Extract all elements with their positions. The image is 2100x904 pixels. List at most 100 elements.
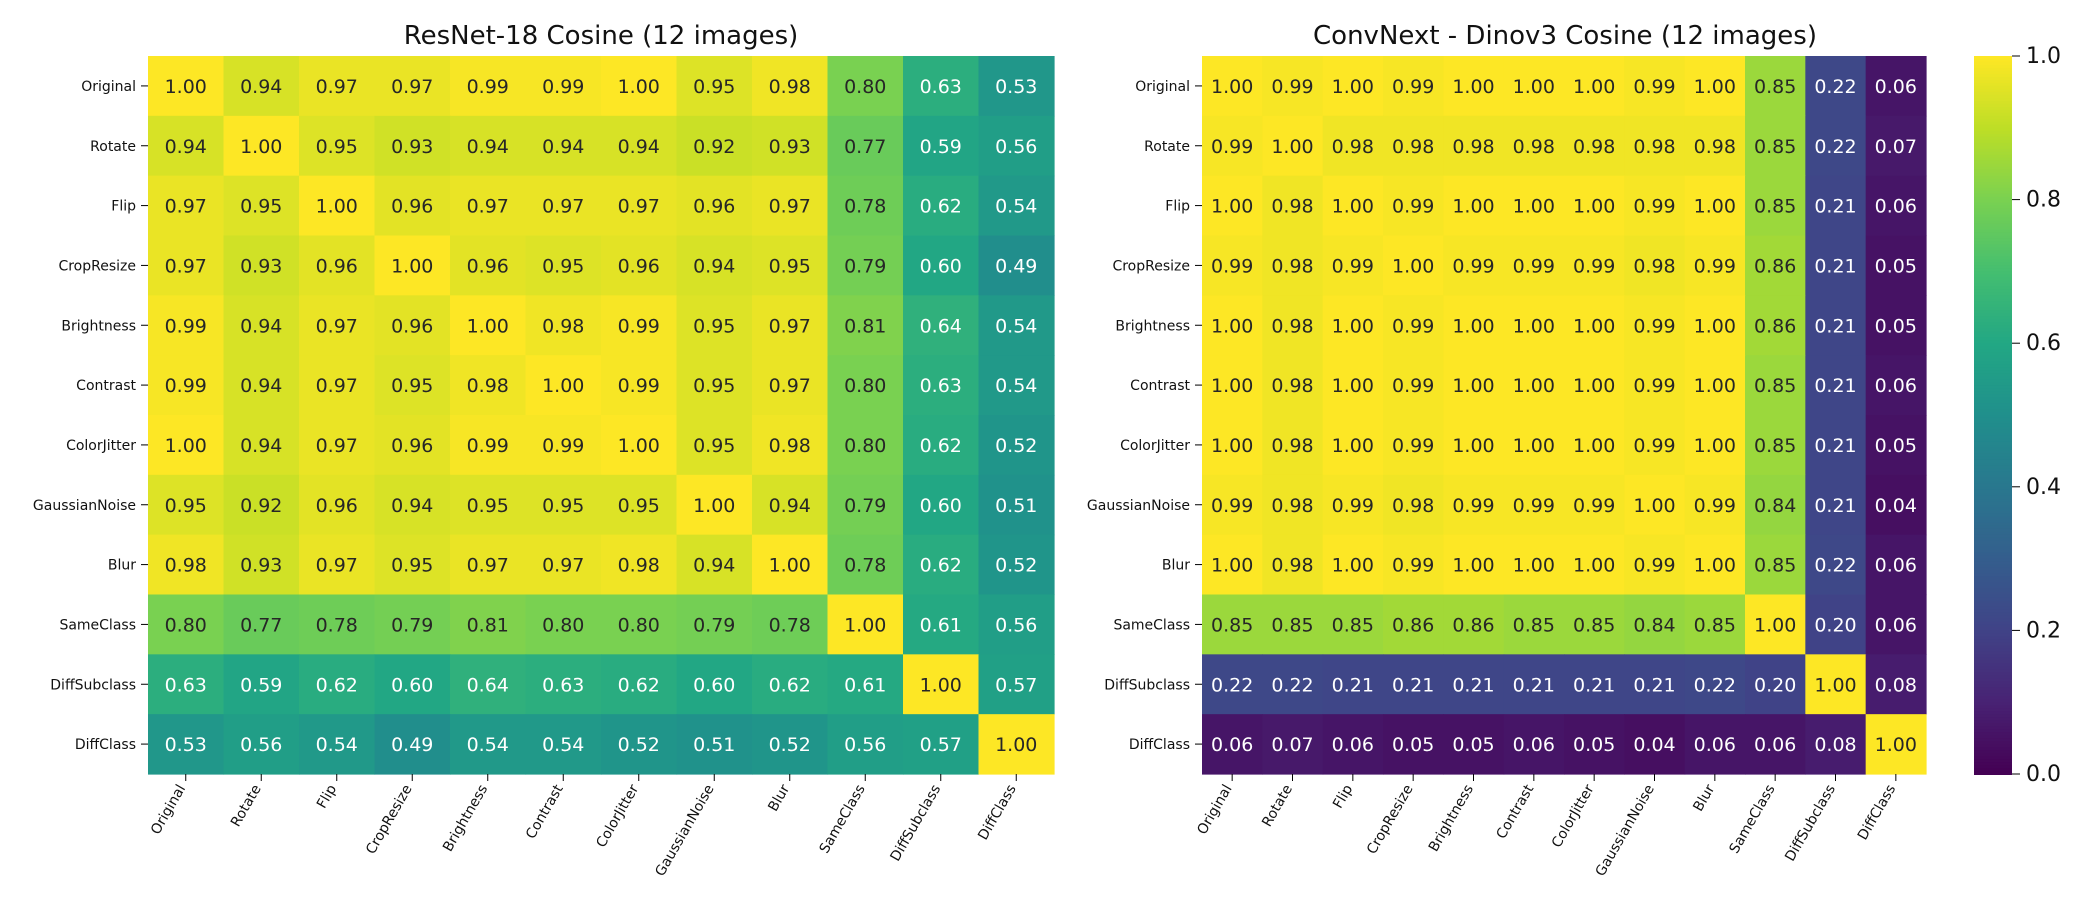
right-cell-blur-blur	[1684, 534, 1746, 596]
left-cell-diffclass-flip	[299, 714, 376, 775]
left-cell-gaussiannoise-gaussiannoise	[676, 474, 753, 536]
left-cell-rotate-cropresize	[374, 115, 451, 177]
left-cell-diffclass-sameclass	[827, 714, 904, 775]
right-cell-label-flip-gaussiannoise: 0.99	[1633, 196, 1675, 218]
left-cell-cropresize-gaussiannoise	[676, 235, 753, 296]
left-cell-cropresize-colorjitter	[601, 235, 678, 296]
left-cell-label-diffclass-sameclass: 0.56	[844, 734, 886, 756]
colorbar-segment	[1974, 423, 2012, 428]
left-cell-cropresize-cropresize	[374, 235, 451, 296]
colorbar-segment	[1974, 420, 2012, 425]
colorbar-segment	[1974, 573, 2012, 578]
left-cell-label-colorjitter-brightness: 0.99	[467, 435, 509, 457]
colorbar-segment	[1974, 391, 2012, 396]
right-cell-label-diffsubclass-blur: 0.22	[1694, 674, 1736, 696]
left-cell-label-flip-original: 0.97	[165, 196, 207, 218]
right-ytick-label-blur: Blur	[1162, 558, 1190, 574]
left-cell-sameclass-diffclass	[978, 594, 1055, 655]
right-cell-brightness-rotate	[1262, 295, 1324, 356]
left-cell-original-original	[148, 56, 225, 117]
left-cell-label-contrast-blur: 0.97	[769, 375, 811, 397]
left-cell-sameclass-gaussiannoise	[676, 594, 753, 655]
colorbar-segment	[1974, 591, 2012, 596]
colorbar-segment	[1974, 612, 2012, 617]
left-cell-label-gaussiannoise-colorjitter: 0.95	[618, 495, 660, 517]
right-cell-cropresize-diffsubclass	[1805, 235, 1867, 296]
left-cell-brightness-gaussiannoise	[676, 295, 753, 356]
left-cell-label-diffsubclass-rotate: 0.59	[240, 674, 282, 696]
colorbar-segment	[1974, 561, 2012, 566]
right-cell-label-diffsubclass-diffsubclass: 1.00	[1814, 674, 1856, 696]
colorbar-segment	[1974, 280, 2012, 285]
colorbar-segment	[1974, 684, 2012, 689]
left-ytick-label-colorjitter: ColorJitter	[66, 438, 136, 454]
colorbar-segment	[1974, 597, 2012, 602]
right-cell-original-rotate	[1262, 56, 1324, 117]
right-cell-brightness-blur	[1684, 295, 1746, 356]
left-cell-flip-colorjitter	[601, 175, 678, 237]
colorbar-segment	[1974, 675, 2012, 680]
left-cell-label-colorjitter-contrast: 0.99	[542, 435, 584, 457]
right-cell-colorjitter-colorjitter	[1564, 415, 1625, 476]
left-cell-contrast-diffsubclass	[903, 355, 980, 416]
colorbar-segment	[1974, 687, 2012, 692]
left-cell-label-gaussiannoise-sameclass: 0.79	[844, 495, 886, 517]
left-cell-diffsubclass-diffsubclass	[903, 654, 980, 715]
right-cell-cropresize-colorjitter	[1564, 235, 1625, 296]
right-cell-sameclass-diffclass	[1865, 594, 1927, 655]
right-cell-original-flip	[1322, 56, 1384, 117]
right-cell-label-original-blur: 1.00	[1694, 76, 1736, 98]
left-cell-label-diffsubclass-diffsubclass: 1.00	[920, 674, 962, 696]
right-cell-label-gaussiannoise-diffsubclass: 0.21	[1814, 495, 1856, 517]
right-cell-cropresize-brightness	[1443, 235, 1505, 296]
right-cell-contrast-contrast	[1503, 355, 1565, 416]
left-cell-rotate-diffclass	[978, 115, 1055, 177]
colorbar-segment	[1974, 438, 2012, 443]
left-cell-label-blur-sameclass: 0.78	[844, 555, 886, 577]
right-cell-diffclass-contrast	[1503, 714, 1565, 775]
colorbar-segment	[1974, 651, 2012, 656]
left-cell-contrast-diffclass	[978, 355, 1055, 416]
right-cell-label-sameclass-flip: 0.85	[1332, 614, 1374, 636]
right-cell-label-blur-sameclass: 0.85	[1754, 555, 1796, 577]
colorbar-segment	[1974, 603, 2012, 608]
left-cell-label-cropresize-contrast: 0.95	[542, 255, 584, 277]
colorbar-segment	[1974, 346, 2012, 351]
left-xtick-label-original: Original	[148, 782, 189, 837]
colorbar-segment	[1974, 310, 2012, 315]
left-cell-diffsubclass-brightness	[450, 654, 527, 715]
left-cell-cropresize-brightness	[450, 235, 527, 296]
left-cell-label-flip-rotate: 0.95	[240, 196, 282, 218]
left-cell-brightness-blur	[752, 295, 829, 356]
left-cell-gaussiannoise-diffsubclass	[903, 474, 980, 536]
left-cell-sameclass-blur	[752, 594, 829, 655]
right-cell-diffsubclass-rotate	[1262, 654, 1324, 715]
right-xtick-label-colorjitter: ColorJitter	[1549, 782, 1598, 851]
colorbar-segment	[1974, 259, 2012, 264]
right-cell-label-brightness-gaussiannoise: 0.99	[1633, 315, 1675, 337]
right-cell-label-blur-diffclass: 0.06	[1875, 555, 1917, 577]
left-cell-colorjitter-rotate	[223, 415, 300, 476]
right-cell-contrast-gaussiannoise	[1624, 355, 1686, 416]
left-cell-gaussiannoise-diffclass	[978, 474, 1055, 536]
right-cell-label-diffclass-original: 0.06	[1211, 734, 1253, 756]
right-cell-sameclass-original	[1202, 594, 1263, 655]
colorbar-segment	[1974, 97, 2012, 102]
colorbar-segment	[1974, 73, 2012, 78]
left-cell-colorjitter-cropresize	[374, 415, 451, 476]
right-cell-sameclass-contrast	[1503, 594, 1565, 655]
left-cell-label-cropresize-blur: 0.95	[769, 255, 811, 277]
right-cell-label-brightness-brightness: 1.00	[1452, 315, 1494, 337]
right-cell-gaussiannoise-original	[1202, 474, 1263, 536]
colorbar-segment	[1974, 462, 2012, 467]
right-cell-gaussiannoise-brightness	[1443, 474, 1505, 536]
left-cell-label-cropresize-brightness: 0.96	[467, 255, 509, 277]
left-cell-label-blur-rotate: 0.93	[240, 555, 282, 577]
right-heatmap: 1.00 0.99 1.00 0.99 1.00 1.00 1.00 0.99 1.00 0.85…	[1087, 56, 1927, 879]
right-cell-label-diffsubclass-brightness: 0.21	[1452, 674, 1494, 696]
right-cell-brightness-diffsubclass	[1805, 295, 1867, 356]
left-cell-original-gaussiannoise	[676, 56, 753, 117]
colorbar-segment	[1974, 450, 2012, 455]
right-cell-label-contrast-rotate: 0.98	[1271, 375, 1313, 397]
